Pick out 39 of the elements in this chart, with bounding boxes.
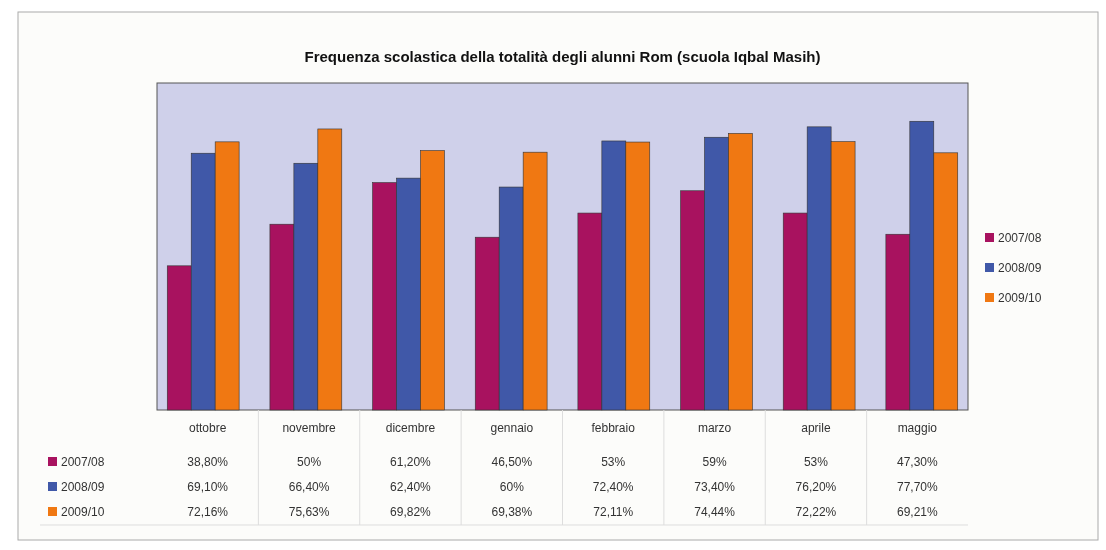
x-tick-label: ottobre (189, 421, 227, 435)
data-label: 72,16% (187, 505, 229, 519)
data-label: 69,21% (896, 505, 938, 519)
data-label: 69,10% (187, 480, 229, 494)
text: 2007/08 (998, 231, 1042, 245)
x-tick-label: marzo (697, 421, 732, 435)
data-label: 72,22% (795, 505, 837, 519)
data-label: 76,20% (795, 480, 837, 494)
data-label: 72,11% (593, 505, 634, 519)
x-tick-label: aprile (801, 421, 831, 435)
data-label: 59% (702, 455, 727, 469)
data-label: 66,40% (288, 480, 330, 494)
data-label: 72,40% (592, 480, 634, 494)
data-label: 47,30% (896, 455, 938, 469)
data-label: 77,70% (896, 480, 938, 494)
data-label: 60% (499, 480, 525, 494)
data-label: 46,50% (491, 455, 533, 469)
text: 2008/09 (61, 480, 105, 494)
data-label: 53% (601, 455, 626, 469)
data-label: 62,40% (390, 480, 432, 494)
data-label: 69,38% (491, 505, 533, 519)
x-tick-label: gennaio (490, 421, 534, 435)
data-label: 73,40% (694, 480, 736, 494)
data-label: 50% (297, 455, 322, 469)
data-label: 61,20% (390, 455, 432, 469)
legend-label: 2009/10 (998, 291, 1042, 305)
data-label: 74,44% (694, 505, 736, 519)
data-label: 69,82% (390, 505, 432, 519)
x-tick-label: novembre (282, 421, 337, 435)
text: 2009/10 (61, 505, 105, 519)
legend-label: 2008/09 (998, 261, 1042, 275)
x-tick-label: dicembre (385, 421, 436, 435)
data-label: 75,63% (288, 505, 330, 519)
chart-title: Frequenza scolastica della totalità degli alunni Rom (scuola Iqbal Masih) (304, 48, 821, 65)
data-label: 53% (803, 455, 829, 469)
x-tick-label: febbraio (591, 421, 636, 435)
legend-label: 2007/08 (61, 455, 105, 469)
data-label: 38,80% (187, 455, 229, 469)
x-tick-label: maggio (897, 421, 938, 435)
